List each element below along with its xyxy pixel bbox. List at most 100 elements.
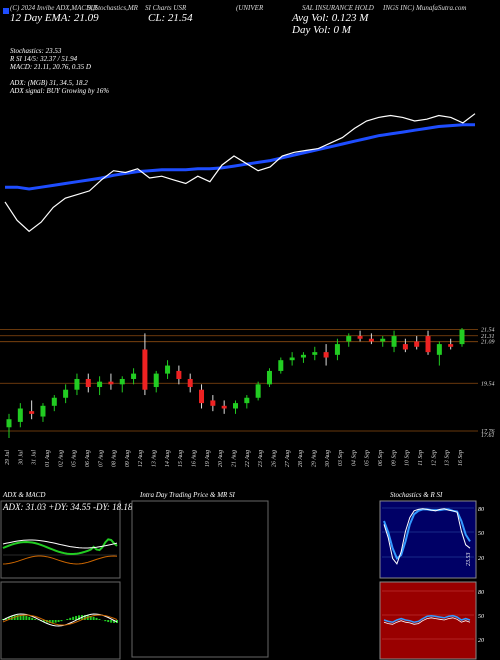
rsi-tick-20: 20	[478, 638, 484, 644]
bottom-panels: ADX: 31.03 +DY: 34.55 -DY: 18.18 80 50 2…	[0, 500, 484, 660]
adx-panel-frame	[0, 500, 121, 579]
candle-body	[380, 338, 386, 342]
candle-body	[142, 349, 148, 390]
price-tick-label: 19.54	[481, 380, 495, 387]
date-tick-label: 16 Sep	[458, 450, 464, 466]
candle-body	[51, 397, 57, 406]
candle-body	[187, 378, 193, 388]
price-tick-label: 17.61	[481, 433, 495, 439]
adx-text: ADX: (MGB) 31, 34.5, 18.2	[10, 79, 88, 87]
macd-histogram-bar	[48, 620, 51, 623]
date-tick-label: 01 Aug	[45, 450, 51, 467]
macd-histogram-bar	[16, 615, 19, 620]
candle-body	[108, 381, 114, 385]
price-tick-label: 21.54	[481, 327, 495, 334]
date-tick-label: 06 Aug	[85, 450, 91, 467]
macd-line	[2, 613, 118, 627]
candle-body	[255, 384, 261, 398]
date-tick-label: 02 Aug	[58, 450, 64, 467]
close-label: CL: 21.54	[148, 12, 193, 24]
date-tick-label: 30 Jul	[18, 450, 24, 466]
ema-line	[5, 123, 475, 191]
macd-histogram-bar	[95, 617, 98, 620]
date-tick-label: 30 Aug	[325, 450, 331, 468]
candle-body	[74, 378, 80, 390]
ema-label: 12 Day EMA: 21.09	[10, 12, 99, 24]
overlay-chart	[4, 113, 476, 233]
candle-body	[244, 397, 250, 404]
header-line1: (C) 2024 Invibe ADX,MACD,R	[10, 4, 98, 12]
rsi-tick-50: 50	[478, 614, 484, 620]
macd-histogram-bar	[57, 620, 60, 623]
date-tick-label: 06 Sep	[378, 450, 384, 466]
candle-body	[368, 338, 374, 342]
rsi-line	[383, 614, 471, 623]
date-tick-label: 12 Aug	[138, 450, 144, 467]
macd-histogram-bar	[31, 617, 34, 620]
date-tick-label: 07 Aug	[98, 450, 104, 467]
candle-body	[210, 400, 216, 406]
candle-body	[346, 336, 352, 342]
candle-body	[300, 354, 306, 358]
date-tick-label: 27 Aug	[285, 450, 291, 467]
macd-histogram-bar	[19, 615, 22, 620]
candle-body	[119, 378, 125, 385]
candle-body	[233, 403, 238, 409]
date-tick-label: 09 Aug	[125, 450, 131, 467]
macd-histogram-bar	[7, 616, 10, 620]
candle-body	[85, 378, 91, 388]
macd-histogram-bar	[28, 616, 31, 620]
macd-signal-line	[2, 614, 118, 626]
adx-signal-text: ADX signal: BUY Growing by 16%	[10, 87, 110, 95]
adx-panel-title: ADX & MACD	[3, 491, 46, 499]
candle-body	[97, 381, 103, 388]
candle-body	[176, 370, 182, 379]
date-tick-label: 26 Aug	[271, 450, 277, 467]
candle-body	[278, 360, 284, 371]
adx-values-text: ADX: 31.03 +DY: 34.55 -DY: 18.18	[2, 502, 133, 512]
date-tick-label: 03 Sep	[338, 450, 344, 466]
date-tick-label: 21 Aug	[232, 450, 238, 467]
header-line5: SAL INSURANCE HOLD	[302, 4, 374, 12]
macd-histogram-bar	[107, 620, 110, 623]
stoch-panel-frame	[379, 500, 477, 579]
stochastics-text: Stochastics: 23.53	[10, 47, 62, 55]
candle-body	[425, 336, 431, 353]
date-tick-label: 20 Aug	[218, 450, 224, 467]
day-volume-label: Day Vol: 0 M	[292, 24, 351, 36]
macd-histogram-bar	[75, 615, 78, 620]
date-tick-label: 15 Aug	[178, 450, 184, 467]
date-tick-label: 05 Sep	[365, 450, 371, 466]
candle-body	[266, 370, 272, 385]
date-tick-label: 09 Sep	[391, 450, 397, 466]
stoch-tick-20: 20	[478, 556, 484, 562]
rsi-tick-80: 80	[478, 590, 484, 596]
candle-body	[131, 373, 137, 379]
header-line4: (UNIVER	[236, 4, 264, 12]
macd-histogram-bar	[25, 615, 28, 620]
candle-body	[357, 336, 363, 339]
adx-plus-line	[2, 538, 118, 555]
date-tick-label: 13 Sep	[445, 450, 451, 466]
macd-histogram-bar	[42, 620, 45, 623]
intraday-panel-frame	[131, 500, 269, 658]
macd-histogram-bar	[89, 615, 92, 620]
stoch-panel-title: Stochastics & R SI	[390, 491, 443, 499]
candle-body	[323, 352, 329, 358]
date-tick-label: 11 Sep	[418, 450, 424, 466]
date-tick-label: 12 Sep	[431, 450, 437, 466]
candle-body	[448, 344, 454, 347]
candle-body	[6, 419, 12, 428]
header-line3: SI Charts USR	[145, 4, 187, 12]
candle-body	[436, 344, 442, 355]
macd-histogram-bar	[69, 617, 72, 620]
macd-histogram-bar	[54, 620, 57, 623]
date-tick-label: 31 Jul	[32, 450, 38, 466]
adx-minus-line	[2, 555, 118, 565]
candle-body	[199, 389, 205, 404]
macd-histogram-bar	[66, 618, 69, 620]
candle-body	[312, 352, 318, 355]
price-tick-label: 17.76	[481, 429, 495, 435]
macd-histogram-bar	[110, 620, 113, 623]
rsi-signal-line	[383, 617, 471, 625]
